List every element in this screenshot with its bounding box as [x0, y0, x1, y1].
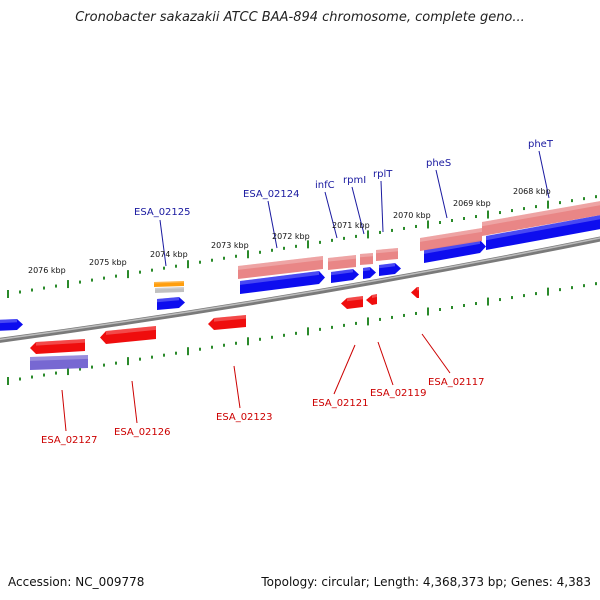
accession-text: Accession: NC_009778: [8, 575, 145, 589]
gene-label-esa-02124: ESA_02124: [243, 189, 300, 200]
topology-text: Topology: circular; Length: 4,368,373 bp…: [261, 575, 591, 589]
feature-pink-2069: [420, 228, 482, 251]
gene-label-esa-02127: ESA_02127: [41, 435, 98, 446]
feature-forward-left-edge: [0, 319, 23, 331]
feature-phet: [486, 215, 600, 250]
feature-grey: [155, 287, 184, 293]
feature-pink-2073: [238, 256, 323, 279]
feature-rpmi: [363, 267, 376, 279]
leader-esa-02127: [61, 389, 67, 432]
gene-label-rplt: rplT: [373, 169, 393, 180]
scale-label-2071: 2071 kbp: [332, 221, 370, 230]
feature-pink-2071b: [360, 253, 373, 265]
scale-label-2068: 2068 kbp: [513, 187, 551, 196]
gene-features: [0, 201, 600, 370]
gene-label-esa-02117: ESA_02117: [428, 377, 485, 388]
leader-infc: [324, 191, 338, 239]
feature-esa-02125: [157, 297, 185, 310]
scale-label-2076: 2076 kbp: [28, 266, 66, 275]
upper-tick-row: [7, 195, 597, 298]
map-title: Cronobacter sakazakii ATCC BAA-894 chrom…: [75, 10, 525, 25]
feature-pink-2071c: [376, 248, 398, 261]
leader-esa-02121: [333, 344, 356, 395]
label-leader-lines: [61, 150, 550, 432]
feature-pink-2068: [482, 201, 600, 236]
leader-rpmi: [351, 186, 365, 235]
leader-esa-02117: [421, 333, 451, 374]
gene-label-phes: pheS: [426, 158, 451, 169]
leader-esa-02124: [267, 200, 278, 249]
genome-backbone: [0, 236, 600, 343]
leader-phes: [435, 169, 448, 219]
gene-label-esa-02121: ESA_02121: [312, 398, 369, 409]
feature-esa-02126: [100, 326, 156, 344]
feature-esa-02127: [30, 339, 85, 354]
feature-esa-02124: [240, 271, 325, 294]
leader-rplt: [380, 180, 384, 233]
feature-pink-2071a: [328, 255, 356, 270]
scale-label-2075: 2075 kbp: [89, 258, 127, 267]
leader-esa-02126: [131, 380, 138, 424]
leader-esa-02125: [159, 219, 167, 267]
gene-label-rpmi: rpmI: [343, 175, 366, 186]
scale-label-2070: 2070 kbp: [393, 211, 431, 220]
gene-label-esa-02123: ESA_02123: [216, 412, 273, 423]
feature-orange: [154, 281, 184, 287]
scale-label-2073: 2073 kbp: [211, 241, 249, 250]
gene-label-infc: infC: [315, 180, 335, 191]
scale-label-2069: 2069 kbp: [453, 199, 491, 208]
feature-esa-02123: [208, 315, 246, 330]
gene-label-esa-02125: ESA_02125: [134, 207, 191, 218]
gene-label-esa-02119: ESA_02119: [370, 388, 427, 399]
feature-esa-02119: [366, 294, 377, 305]
feature-infc: [331, 269, 359, 283]
genome-backbone-highlight: [0, 237, 600, 341]
feature-esa-02117: [411, 287, 419, 298]
feature-purple: [30, 355, 88, 370]
leader-esa-02123: [233, 365, 241, 409]
leader-esa-02119: [377, 341, 394, 386]
leader-phet: [538, 150, 550, 199]
gene-label-esa-02126: ESA_02126: [114, 427, 171, 438]
gene-label-phet: pheT: [528, 139, 554, 150]
feature-esa-02121: [341, 296, 363, 309]
scale-label-2074: 2074 kbp: [150, 250, 188, 259]
scale-label-2072: 2072 kbp: [272, 232, 310, 241]
feature-rplt: [379, 263, 401, 276]
lower-tick-row: [7, 282, 597, 385]
